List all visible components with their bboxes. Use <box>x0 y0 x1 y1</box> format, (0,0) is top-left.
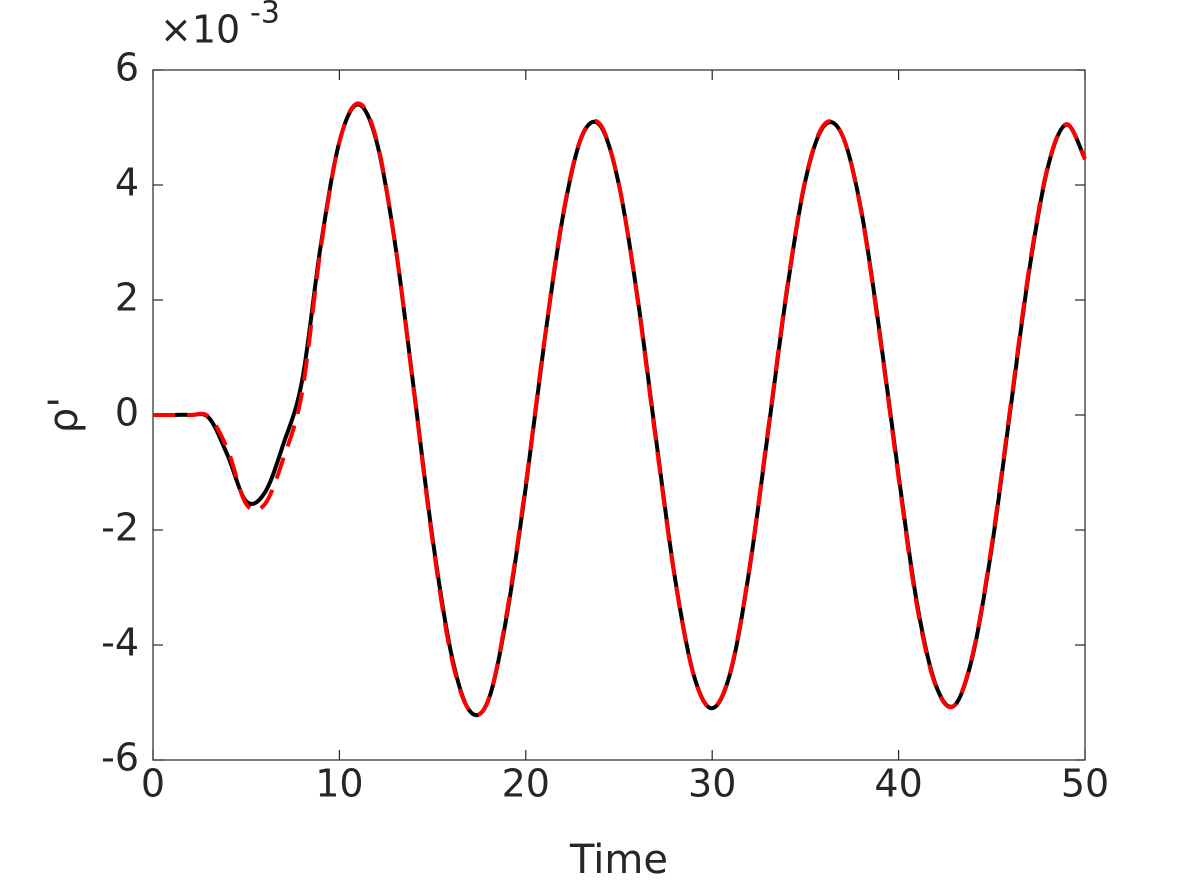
x-tick-label: 10 <box>315 762 363 806</box>
y-tick-label: 0 <box>115 391 139 435</box>
y-axis-label: ρ' <box>41 397 87 433</box>
y-exponent: -3 <box>250 0 280 31</box>
series-line <box>153 101 1087 718</box>
x-tick-label: 0 <box>141 762 165 806</box>
x-axis-label: Time <box>569 837 668 883</box>
x-tick-label: 50 <box>1061 762 1109 806</box>
y-tick-label: -2 <box>101 506 139 550</box>
y-tick-label: -6 <box>101 736 139 780</box>
y-multiplier: ×10 <box>160 8 240 52</box>
y-tick-label: 2 <box>115 276 139 320</box>
y-tick-label: 4 <box>115 161 139 205</box>
y-tick-label: -4 <box>101 621 139 665</box>
x-tick-label: 30 <box>688 762 736 806</box>
x-tick-label: 40 <box>874 762 922 806</box>
y-tick-label: 6 <box>115 46 139 90</box>
x-tick-label: 20 <box>502 762 550 806</box>
